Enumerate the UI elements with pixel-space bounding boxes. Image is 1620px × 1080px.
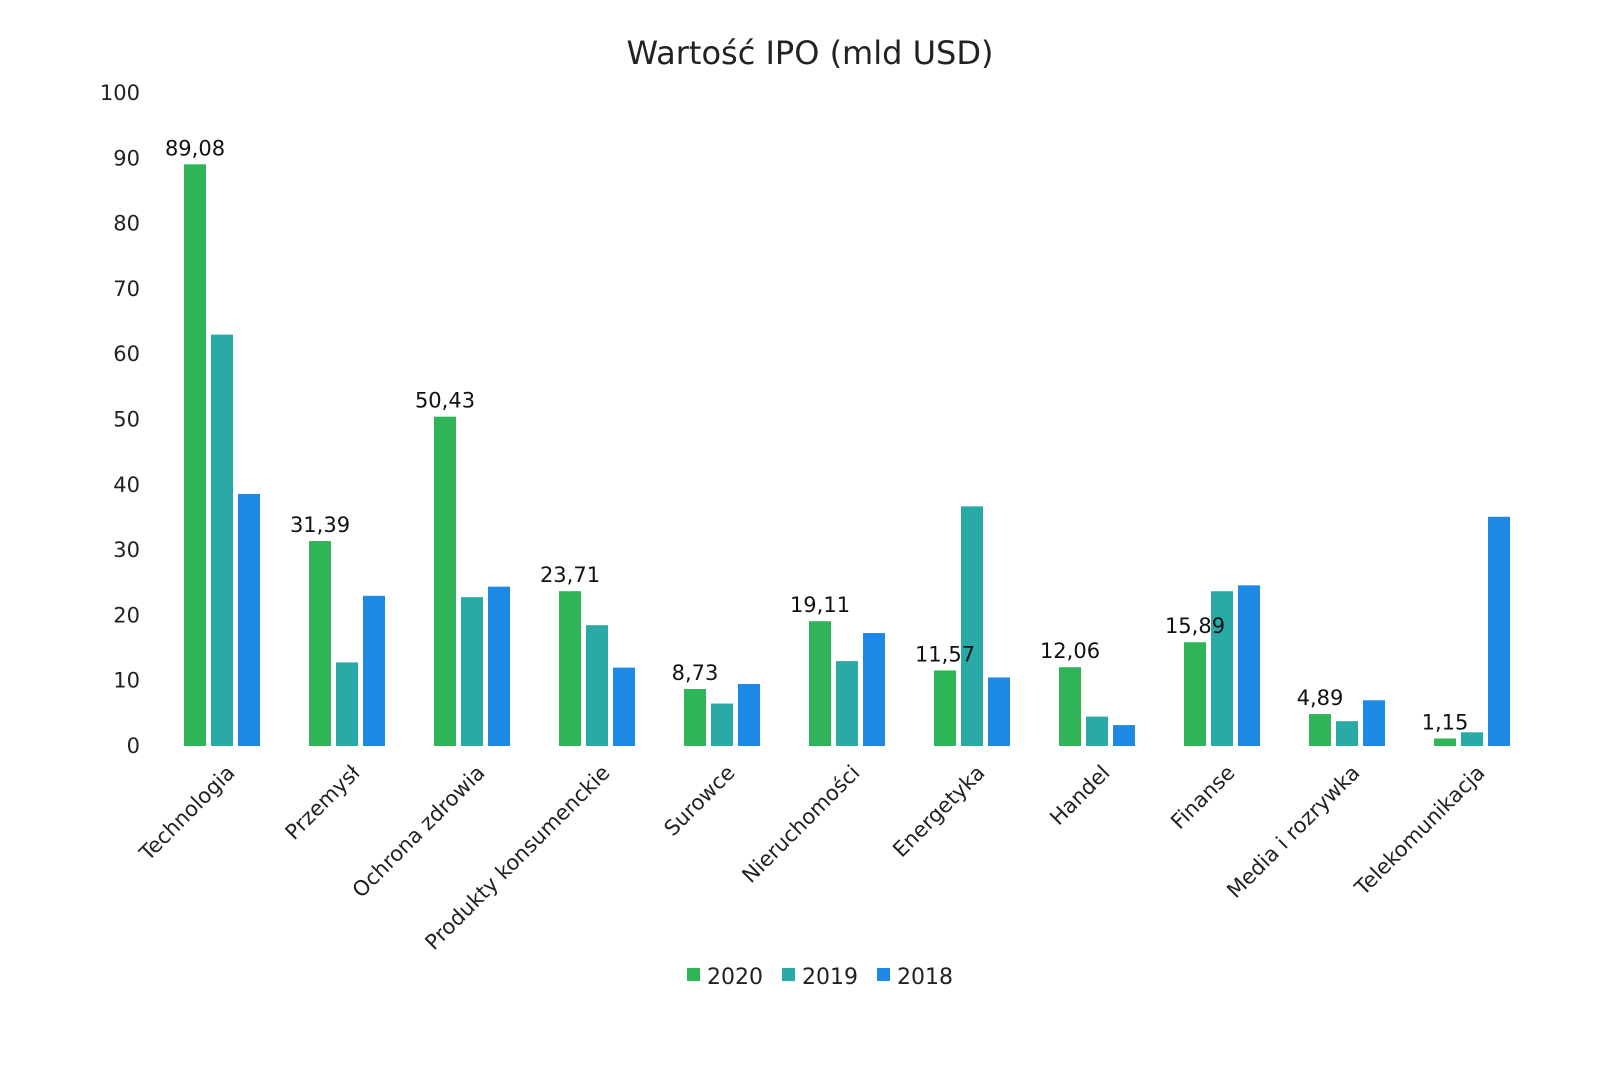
bar-2019-11 [1461, 732, 1483, 746]
bar-2020-10 [1309, 714, 1331, 746]
bar-2018-2 [363, 595, 385, 746]
data-label: 19,11 [790, 593, 850, 617]
y-tick-label: 0 [127, 734, 140, 758]
category-label: Surowce [659, 761, 739, 841]
bar-2019-3 [461, 597, 483, 746]
data-label: 89,08 [165, 136, 225, 160]
bar-2020-4 [559, 591, 581, 746]
bar-2019-4 [586, 625, 608, 746]
bar-2019-6 [836, 661, 858, 746]
data-labels: 89,08 31,39 50,43 23,71 8,73 19,11 11,57 12,06 1… [165, 136, 1468, 734]
bar-2018-11 [1488, 516, 1510, 746]
bar-2018-10 [1363, 700, 1385, 746]
y-tick-label: 20 [113, 603, 140, 627]
legend: 2020 2019 2018 [687, 965, 953, 990]
bar-2018-7 [988, 677, 1010, 746]
bar-2019-8 [1086, 716, 1108, 746]
bar-2020-3 [434, 416, 456, 746]
bar-2019-9 [1211, 591, 1233, 746]
bar-2019-7 [961, 506, 983, 746]
bar-2020-1 [184, 164, 206, 746]
y-tick-label: 50 [113, 408, 140, 432]
data-label: 8,73 [672, 661, 719, 685]
y-tick-label: 30 [113, 538, 140, 562]
bar-2018-3 [488, 586, 510, 746]
data-label: 4,89 [1297, 686, 1344, 710]
y-axis: 0 10 20 30 40 50 60 70 80 90 100 [100, 81, 140, 758]
category-label: Przemysł [281, 761, 365, 845]
bar-2018-5 [738, 683, 760, 746]
bar-2020-11 [1434, 738, 1456, 746]
category-label: Telekomunikacja [1350, 761, 1490, 901]
y-tick-label: 60 [113, 342, 140, 366]
bar-2020-6 [809, 621, 831, 746]
bar-2019-10 [1336, 721, 1358, 746]
bars [184, 164, 1510, 746]
data-label: 23,71 [540, 563, 600, 587]
legend-label: 2019 [802, 965, 858, 990]
data-label: 12,06 [1040, 639, 1100, 663]
data-label: 50,43 [415, 389, 475, 413]
bar-2018-8 [1113, 725, 1135, 746]
y-tick-label: 100 [100, 81, 140, 105]
legend-label: 2018 [897, 965, 953, 990]
data-label: 15,89 [1165, 614, 1225, 638]
legend-swatch-2018 [877, 968, 890, 981]
bar-2019-5 [711, 703, 733, 746]
legend-swatch-2020 [687, 968, 700, 981]
category-label: Energetyka [888, 761, 989, 862]
bar-2020-8 [1059, 667, 1081, 746]
data-label: 11,57 [915, 642, 975, 666]
bar-2018-6 [863, 633, 885, 746]
y-tick-label: 70 [113, 277, 140, 301]
y-tick-label: 40 [113, 473, 140, 497]
bar-2018-4 [613, 667, 635, 746]
category-label: Nieruchomości [737, 761, 864, 888]
y-tick-label: 90 [113, 146, 140, 170]
category-label: Media i rozrywka [1222, 761, 1364, 903]
legend-label: 2020 [707, 965, 763, 990]
category-label: Handel [1045, 761, 1114, 830]
data-label: 1,15 [1422, 710, 1469, 734]
y-tick-label: 10 [113, 669, 140, 693]
bar-2018-1 [238, 493, 260, 746]
bar-2019-1 [211, 334, 233, 746]
bar-2020-2 [309, 541, 331, 746]
category-label: Ochrona zdrowia [348, 761, 490, 903]
data-label: 31,39 [290, 513, 350, 537]
chart-title: Wartość IPO (mld USD) [626, 34, 994, 72]
legend-swatch-2019 [782, 968, 795, 981]
category-label: Technologia [134, 761, 239, 866]
bar-2019-2 [336, 662, 358, 746]
bar-2018-9 [1238, 585, 1260, 746]
y-tick-label: 80 [113, 212, 140, 236]
bar-2020-5 [684, 688, 706, 746]
category-label: Finanse [1166, 761, 1239, 834]
bar-2020-9 [1184, 642, 1206, 746]
bar-2020-7 [934, 670, 956, 746]
